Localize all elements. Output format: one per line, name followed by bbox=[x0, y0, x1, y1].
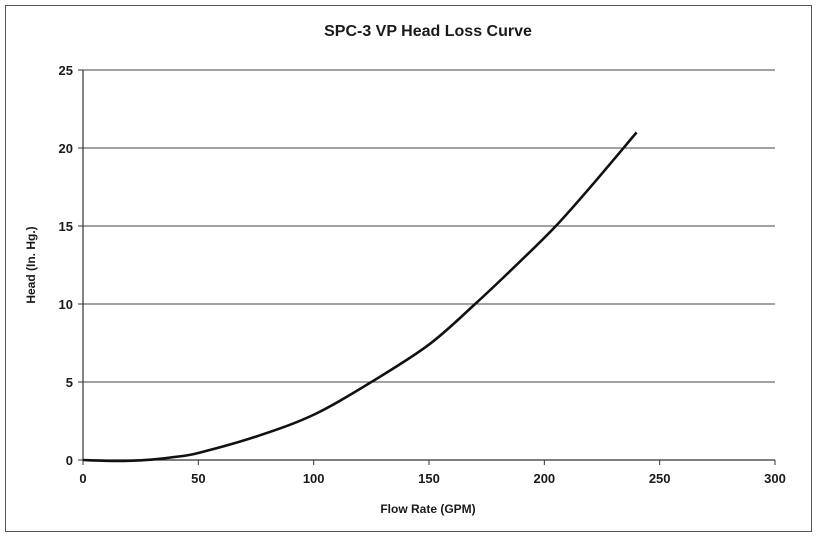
y-tick-label: 25 bbox=[59, 63, 73, 78]
y-axis-label: Head (In. Hg.) bbox=[24, 226, 38, 303]
x-tick-label: 300 bbox=[764, 471, 786, 486]
chart-title: SPC-3 VP Head Loss Curve bbox=[324, 23, 532, 40]
x-tick-label: 0 bbox=[79, 471, 86, 486]
x-tick-label: 100 bbox=[303, 471, 325, 486]
y-tick-label: 20 bbox=[59, 141, 73, 156]
y-tick-label: 10 bbox=[59, 297, 73, 312]
y-tick-label: 0 bbox=[66, 453, 73, 468]
y-tick-label: 5 bbox=[66, 375, 73, 390]
y-tick-label: 15 bbox=[59, 219, 73, 234]
chart-frame bbox=[5, 5, 812, 532]
x-axis-label: Flow Rate (GPM) bbox=[380, 502, 475, 516]
x-tick-label: 150 bbox=[418, 471, 440, 486]
series-line-head-loss bbox=[82, 131, 638, 463]
x-tick-label: 200 bbox=[533, 471, 555, 486]
x-tick-label: 50 bbox=[191, 471, 205, 486]
x-tick-label: 250 bbox=[649, 471, 671, 486]
